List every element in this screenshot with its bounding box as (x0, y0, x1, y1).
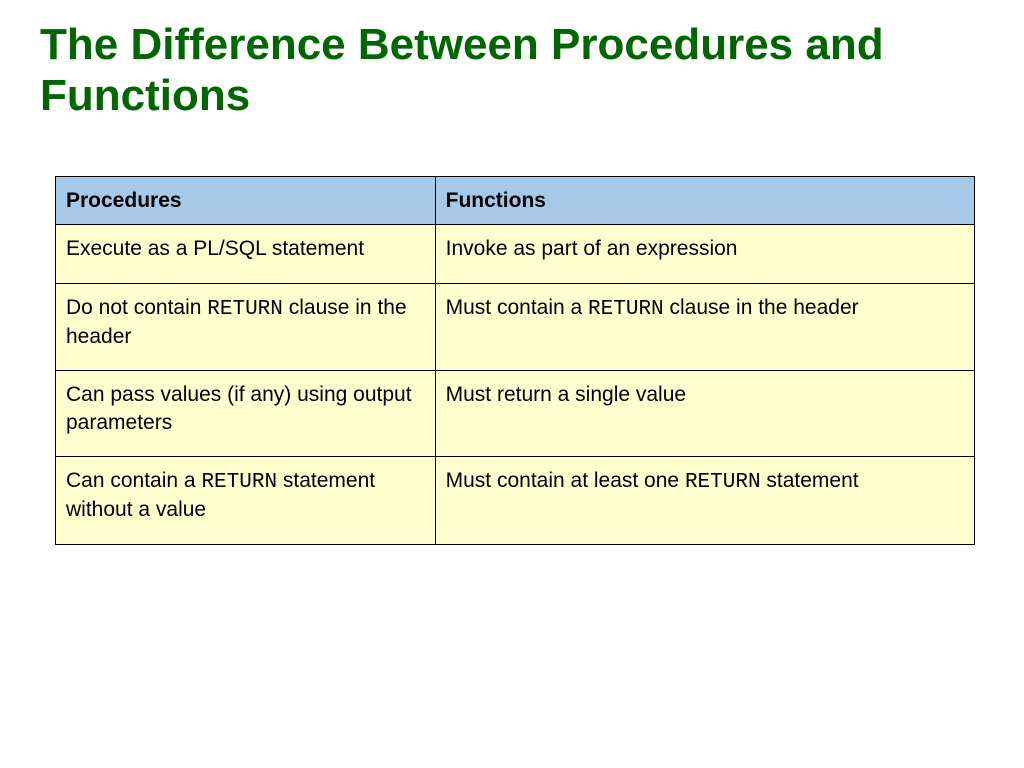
col-header-procedures: Procedures (56, 177, 436, 225)
code-keyword: RETURN (685, 471, 761, 494)
table-header-row: Procedures Functions (56, 177, 975, 225)
text-run: Can pass values (if any) using output pa… (66, 383, 412, 433)
text-run: Can contain a (66, 469, 201, 492)
cell-procedures: Can contain a RETURN statement without a… (56, 456, 436, 544)
code-keyword: RETURN (207, 298, 283, 321)
text-run: statement (761, 469, 859, 492)
text-run: Must contain a (446, 296, 588, 319)
text-run: Must return a single value (446, 383, 686, 406)
text-run: Must contain at least one (446, 469, 685, 492)
slide-title: The Difference Between Procedures and Fu… (40, 20, 984, 121)
slide: The Difference Between Procedures and Fu… (0, 0, 1024, 768)
cell-procedures: Execute as a PL/SQL statement (56, 225, 436, 283)
table-row: Do not contain RETURN clause in the head… (56, 283, 975, 371)
text-run: clause in the header (664, 296, 859, 319)
table-row: Can pass values (if any) using output pa… (56, 371, 975, 457)
cell-functions: Must contain a RETURN clause in the head… (435, 283, 974, 371)
cell-functions: Must contain at least one RETURN stateme… (435, 456, 974, 544)
table-row: Can contain a RETURN statement without a… (56, 456, 975, 544)
cell-procedures: Do not contain RETURN clause in the head… (56, 283, 436, 371)
text-run: Invoke as part of an expression (446, 237, 738, 260)
cell-functions: Must return a single value (435, 371, 974, 457)
comparison-table: Procedures Functions Execute as a PL/SQL… (55, 176, 975, 544)
col-header-functions: Functions (435, 177, 974, 225)
table-body: Execute as a PL/SQL statement Invoke as … (56, 225, 975, 544)
code-keyword: RETURN (588, 298, 664, 321)
code-keyword: RETURN (201, 471, 277, 494)
cell-procedures: Can pass values (if any) using output pa… (56, 371, 436, 457)
text-run: Execute as a PL/SQL statement (66, 237, 364, 260)
text-run: Do not contain (66, 296, 207, 319)
cell-functions: Invoke as part of an expression (435, 225, 974, 283)
table-row: Execute as a PL/SQL statement Invoke as … (56, 225, 975, 283)
